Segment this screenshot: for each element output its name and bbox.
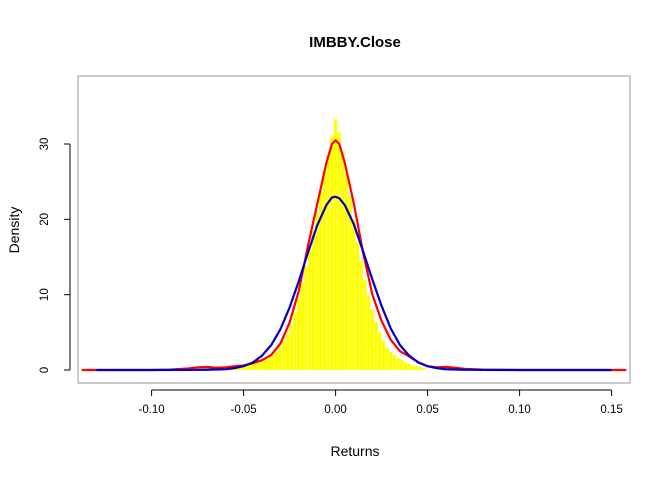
histogram-bar bbox=[396, 357, 400, 370]
histogram-bar bbox=[330, 136, 334, 370]
histogram-bar bbox=[348, 196, 352, 370]
chart-title: IMBBY.Close bbox=[309, 34, 401, 51]
histogram-bar bbox=[422, 367, 426, 370]
histogram-bar bbox=[344, 174, 349, 370]
histogram-bar bbox=[374, 321, 378, 370]
histogram-bar bbox=[418, 366, 422, 370]
y-tick-label: 10 bbox=[39, 288, 51, 301]
x-tick-label: 0.10 bbox=[508, 404, 530, 416]
histogram-bar bbox=[263, 359, 268, 370]
histogram-bar bbox=[400, 360, 404, 370]
y-axis: 0 10 20 30 bbox=[39, 138, 71, 373]
histogram-bar bbox=[267, 357, 271, 370]
plot-frame bbox=[77, 75, 631, 384]
histogram-bar bbox=[341, 151, 345, 370]
histogram-bar bbox=[326, 155, 330, 370]
histogram-bar bbox=[392, 354, 397, 370]
histogram-bar bbox=[278, 347, 282, 370]
histogram-bar bbox=[385, 347, 389, 370]
histogram-bar bbox=[296, 298, 301, 370]
histogram-bar bbox=[252, 363, 257, 370]
histogram-bar bbox=[315, 213, 319, 370]
histogram-bar bbox=[322, 170, 327, 370]
kernel-density-line bbox=[81, 139, 627, 372]
histogram-bar bbox=[403, 362, 408, 370]
normal-fit-line bbox=[96, 195, 612, 372]
histogram-bar bbox=[256, 362, 260, 370]
histogram-bar bbox=[304, 266, 308, 370]
x-axis-label: Returns bbox=[330, 443, 379, 459]
y-tick-label: 20 bbox=[39, 213, 51, 226]
histogram-bar bbox=[377, 332, 382, 370]
histogram-bar bbox=[245, 364, 249, 370]
histogram-bar bbox=[311, 230, 316, 370]
histogram-bar bbox=[352, 219, 356, 370]
histogram-bar bbox=[355, 241, 360, 370]
histogram-bar bbox=[359, 260, 363, 370]
histogram-bar bbox=[333, 119, 338, 370]
y-tick-label: 0 bbox=[39, 367, 51, 373]
histogram-bar bbox=[366, 296, 371, 370]
histogram-bar bbox=[407, 363, 411, 370]
histogram-bar bbox=[388, 351, 393, 370]
histogram-bar bbox=[289, 324, 293, 370]
histogram-bar bbox=[260, 360, 264, 370]
x-tick-label: 0.15 bbox=[600, 404, 622, 416]
x-tick-label: -0.10 bbox=[138, 404, 164, 416]
histogram-bar bbox=[319, 192, 323, 370]
histogram-bar bbox=[293, 312, 297, 370]
histogram-bar bbox=[414, 366, 419, 370]
histogram-bar bbox=[381, 340, 385, 370]
histogram-bar bbox=[274, 351, 279, 370]
x-tick-label: -0.05 bbox=[230, 404, 256, 416]
histogram-bar bbox=[363, 279, 367, 370]
x-tick-label: 0.05 bbox=[416, 404, 438, 416]
histogram-bar bbox=[370, 309, 374, 370]
histogram-bar bbox=[308, 249, 312, 370]
x-tick-label: 0.00 bbox=[324, 404, 346, 416]
histogram-bar bbox=[300, 283, 305, 370]
histogram-bar bbox=[271, 354, 275, 370]
histogram-bar bbox=[241, 365, 246, 370]
histogram-bar bbox=[285, 333, 290, 370]
plot-area bbox=[81, 119, 627, 372]
histogram-bar bbox=[411, 365, 415, 370]
x-axis: -0.10 -0.05 0.00 0.05 0.10 0.15 bbox=[138, 389, 623, 416]
y-tick-label: 30 bbox=[39, 138, 51, 151]
histogram-bar bbox=[282, 341, 286, 370]
histogram-bar bbox=[249, 363, 253, 370]
y-axis-label: Density bbox=[6, 207, 22, 254]
histogram-bar bbox=[337, 132, 341, 370]
